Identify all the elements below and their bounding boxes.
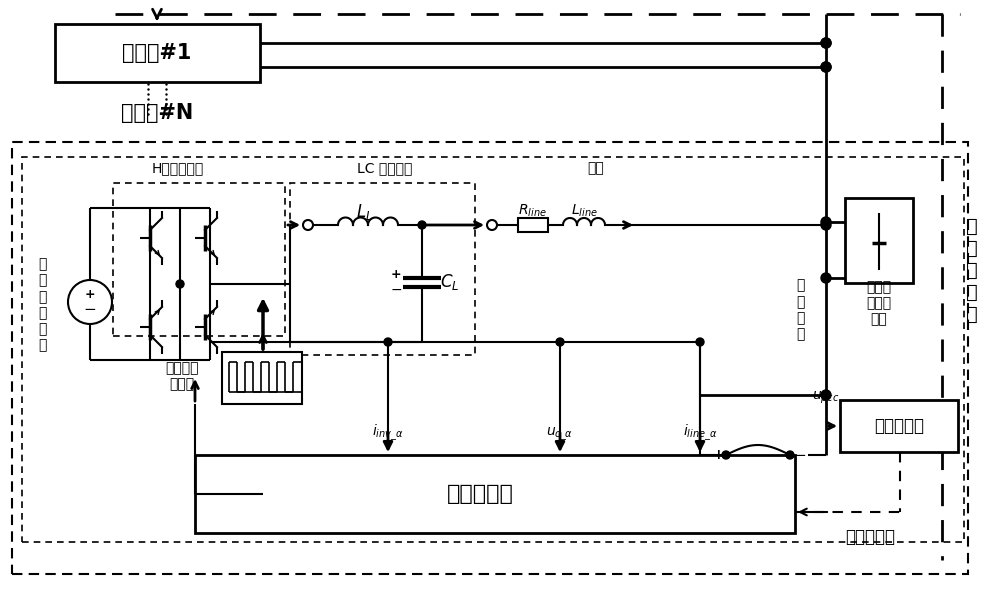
Text: +: + xyxy=(85,287,95,300)
Bar xyxy=(290,183,475,355)
Text: 线性和
非线性
负载: 线性和 非线性 负载 xyxy=(866,280,892,326)
Text: $L_L$: $L_L$ xyxy=(356,202,374,222)
Circle shape xyxy=(696,338,704,346)
Bar xyxy=(55,24,260,82)
Circle shape xyxy=(821,38,831,48)
Text: 驱动及保
护电路: 驱动及保 护电路 xyxy=(165,361,199,391)
Circle shape xyxy=(176,280,184,288)
Bar xyxy=(518,218,548,232)
Circle shape xyxy=(384,338,392,346)
Text: −: − xyxy=(390,283,402,297)
Circle shape xyxy=(821,62,831,72)
Circle shape xyxy=(821,273,831,283)
Circle shape xyxy=(821,217,831,227)
Bar xyxy=(22,157,964,542)
Bar xyxy=(195,455,795,533)
Text: 低
带
宽
通
信: 低 带 宽 通 信 xyxy=(966,217,978,323)
Text: $i_{inv\_\alpha}$: $i_{inv\_\alpha}$ xyxy=(372,422,404,443)
Bar xyxy=(113,183,285,336)
Text: −: − xyxy=(794,448,806,462)
Circle shape xyxy=(786,451,794,459)
Text: $C_L$: $C_L$ xyxy=(440,272,460,292)
Text: 直
流
稳
压
电
源: 直 流 稳 压 电 源 xyxy=(38,257,46,352)
Circle shape xyxy=(556,338,564,346)
Polygon shape xyxy=(872,243,886,258)
Bar xyxy=(222,352,302,404)
Text: 逆变器#N: 逆变器#N xyxy=(121,103,193,123)
Bar xyxy=(12,142,968,574)
Text: 公
共
母
线: 公 共 母 线 xyxy=(796,279,804,341)
Text: 本地控制器: 本地控制器 xyxy=(447,484,513,504)
Text: 逆变器#1: 逆变器#1 xyxy=(122,43,192,63)
Bar xyxy=(845,198,913,283)
Circle shape xyxy=(821,220,831,230)
Text: $u_{c\_\alpha}$: $u_{c\_\alpha}$ xyxy=(546,426,574,443)
Text: +: + xyxy=(712,448,724,462)
Text: 馈线: 馈线 xyxy=(588,161,604,175)
Text: $L_{line}$: $L_{line}$ xyxy=(571,203,597,219)
Circle shape xyxy=(821,38,831,48)
Text: LC 滤波电路: LC 滤波电路 xyxy=(357,161,413,175)
Text: 集中控制器: 集中控制器 xyxy=(874,417,924,435)
Text: 低带宽通信: 低带宽通信 xyxy=(845,528,895,546)
Text: +: + xyxy=(391,269,401,282)
Circle shape xyxy=(722,451,730,459)
Circle shape xyxy=(418,221,426,229)
Bar xyxy=(840,400,958,452)
Text: H桥逆变电路: H桥逆变电路 xyxy=(152,161,204,175)
Text: $R_{line}$: $R_{line}$ xyxy=(518,203,546,219)
Circle shape xyxy=(821,62,831,72)
Text: $u_{pcc}$: $u_{pcc}$ xyxy=(812,390,840,406)
Text: −: − xyxy=(84,303,96,317)
Text: $i_{line\_\alpha}$: $i_{line\_\alpha}$ xyxy=(683,422,717,443)
Circle shape xyxy=(821,390,831,400)
